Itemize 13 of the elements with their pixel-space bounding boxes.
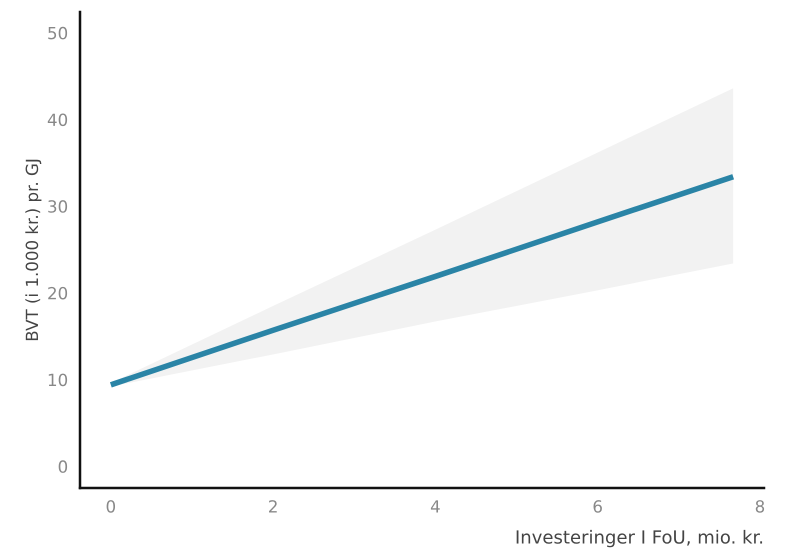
x-tick-label: 6 (594, 500, 602, 513)
y-tick-label: 30 (48, 200, 68, 213)
x-tick-label: 4 (430, 500, 440, 512)
y-axis-title: BVT (i 1.000 kr.) pr. GJ (25, 160, 42, 340)
y-tick-label: 20 (48, 286, 68, 300)
y-tick-label: 50 (48, 26, 68, 40)
x-axis-title: Investeringer I FoU, mio. kr. (516, 530, 762, 548)
y-tick-label: 40 (48, 113, 68, 126)
y-tick-label: 10 (48, 374, 68, 386)
x-tick-label: 2 (269, 500, 277, 512)
x-tick-label: 8 (756, 500, 764, 513)
x-tick-label: 0 (106, 500, 116, 513)
y-tick-label: 0 (58, 460, 68, 473)
